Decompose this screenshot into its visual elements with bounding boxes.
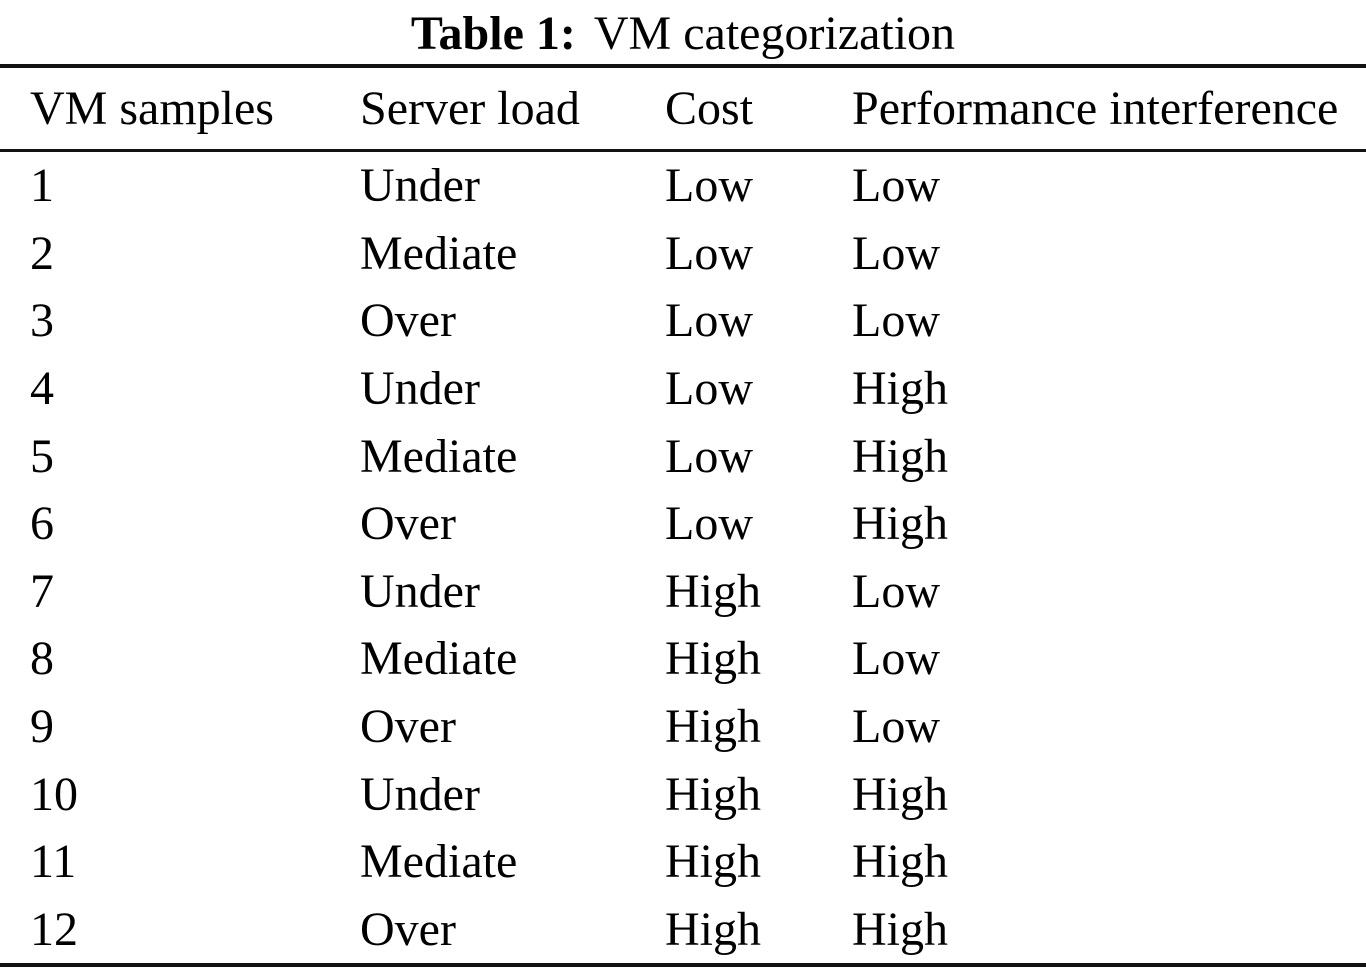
- table-row: 2 Mediate Low Low: [0, 220, 1366, 288]
- cell-cost: Low: [665, 429, 753, 483]
- cell-performance-interference: Low: [852, 294, 940, 348]
- cell-cost: Low: [665, 294, 753, 348]
- cell-performance-interference: High: [852, 767, 948, 821]
- cell-vm-sample: 4: [30, 362, 54, 416]
- cell-cost: High: [665, 700, 761, 754]
- table-caption-text: VM categorization: [593, 6, 956, 60]
- cell-cost: Low: [665, 362, 753, 416]
- cell-performance-interference: Low: [852, 632, 940, 686]
- cell-cost: High: [665, 835, 761, 889]
- table-body: 1 Under Low Low 2 Mediate Low Low 3 Over…: [0, 152, 1366, 963]
- table-bottom-rule: [0, 963, 1366, 968]
- cell-cost: High: [665, 564, 761, 618]
- cell-server-load: Over: [360, 902, 456, 956]
- cell-server-load: Mediate: [360, 632, 518, 686]
- cell-server-load: Over: [360, 497, 456, 551]
- cell-performance-interference: Low: [852, 226, 940, 280]
- cell-performance-interference: Low: [852, 700, 940, 754]
- cell-performance-interference: High: [852, 835, 948, 889]
- column-header-server-load: Server load: [360, 82, 580, 135]
- cell-performance-interference: High: [852, 362, 948, 416]
- table-header-rule: [0, 149, 1366, 152]
- cell-performance-interference: High: [852, 902, 948, 956]
- cell-vm-sample: 2: [30, 226, 54, 280]
- cell-vm-sample: 12: [30, 902, 78, 956]
- cell-vm-sample: 6: [30, 497, 54, 551]
- cell-server-load: Mediate: [360, 226, 518, 280]
- cell-server-load: Under: [360, 362, 480, 416]
- cell-server-load: Under: [360, 159, 480, 213]
- table-row: 8 Mediate High Low: [0, 625, 1366, 693]
- cell-server-load: Under: [360, 767, 480, 821]
- table-row: 10 Under High High: [0, 760, 1366, 828]
- cell-performance-interference: Low: [852, 564, 940, 618]
- cell-server-load: Over: [360, 294, 456, 348]
- cell-vm-sample: 1: [30, 159, 54, 213]
- table-row: 11 Mediate High High: [0, 828, 1366, 896]
- table-caption: Table 1: VM categorization: [0, 0, 1366, 64]
- cell-server-load: Over: [360, 700, 456, 754]
- cell-cost: High: [665, 767, 761, 821]
- table-row: 3 Over Low Low: [0, 287, 1366, 355]
- cell-cost: High: [665, 902, 761, 956]
- cell-server-load: Mediate: [360, 835, 518, 889]
- table-row: 4 Under Low High: [0, 355, 1366, 423]
- cell-performance-interference: High: [852, 497, 948, 551]
- cell-vm-sample: 7: [30, 564, 54, 618]
- table-header-row: VM samples Server load Cost Performance …: [0, 68, 1366, 149]
- column-header-cost: Cost: [665, 82, 754, 135]
- cell-vm-sample: 9: [30, 700, 54, 754]
- column-header-vm-samples: VM samples: [30, 82, 274, 135]
- table-top-rule: [0, 64, 1366, 68]
- cell-cost: High: [665, 632, 761, 686]
- table-row: 1 Under Low Low: [0, 152, 1366, 220]
- cell-performance-interference: High: [852, 429, 948, 483]
- cell-vm-sample: 5: [30, 429, 54, 483]
- cell-cost: Low: [665, 159, 753, 213]
- cell-vm-sample: 8: [30, 632, 54, 686]
- table-caption-label: Table 1:: [410, 6, 576, 60]
- cell-vm-sample: 10: [30, 767, 78, 821]
- cell-server-load: Under: [360, 564, 480, 618]
- table-row: 7 Under High Low: [0, 558, 1366, 626]
- cell-server-load: Mediate: [360, 429, 518, 483]
- table-row: 6 Over Low High: [0, 490, 1366, 558]
- cell-cost: Low: [665, 497, 753, 551]
- cell-performance-interference: Low: [852, 159, 940, 213]
- table-row: 12 Over High High: [0, 896, 1366, 964]
- cell-vm-sample: 3: [30, 294, 54, 348]
- column-header-performance-interference: Performance interference: [852, 82, 1339, 135]
- cell-vm-sample: 11: [30, 835, 77, 889]
- cell-cost: Low: [665, 226, 753, 280]
- table-row: 9 Over High Low: [0, 693, 1366, 761]
- table-row: 5 Mediate Low High: [0, 422, 1366, 490]
